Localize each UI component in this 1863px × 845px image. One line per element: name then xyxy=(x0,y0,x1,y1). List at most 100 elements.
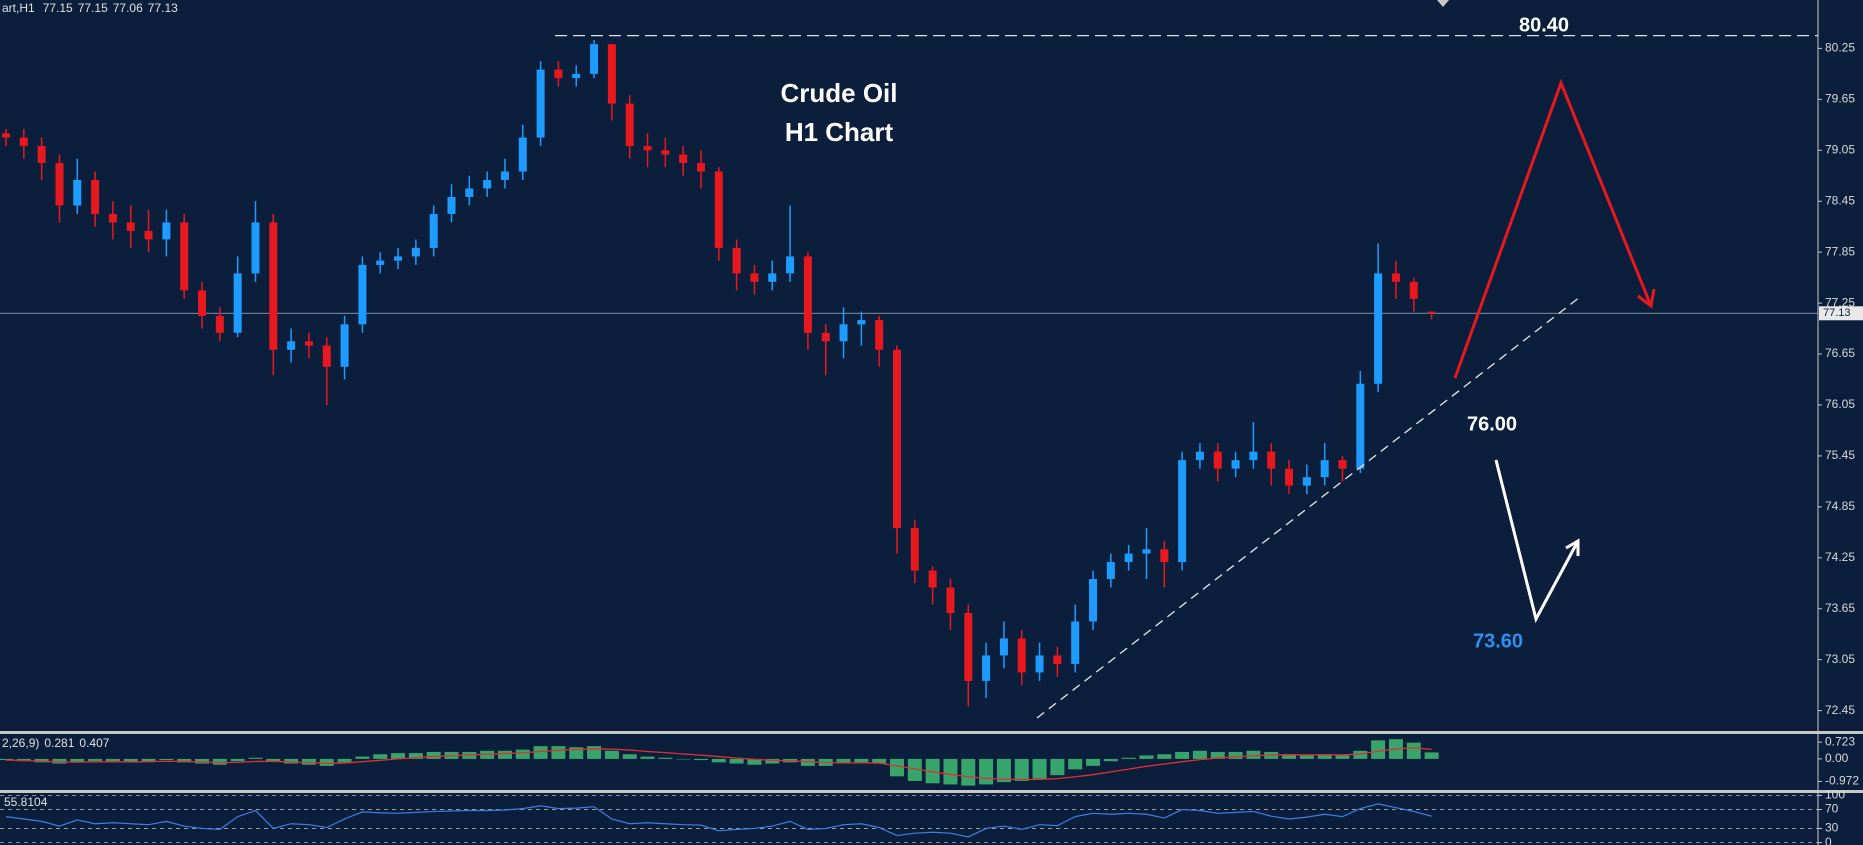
macd-bar xyxy=(658,757,673,759)
macd-bar xyxy=(105,758,120,762)
arrow-head xyxy=(1637,288,1656,309)
candle-body xyxy=(198,290,207,316)
macd-bar xyxy=(1353,750,1368,759)
macd-bar xyxy=(747,758,762,765)
candle-body xyxy=(126,222,135,231)
macd-bar xyxy=(604,750,619,759)
candle-body xyxy=(625,103,634,147)
candle-body xyxy=(394,256,403,261)
macd-label: 2,26,9) 0.281 0.407 xyxy=(2,736,110,750)
y-tick-label: 74.25 xyxy=(1825,550,1855,564)
y-tick-label: 80.25 xyxy=(1825,41,1855,55)
candle-body xyxy=(55,163,64,206)
macd-bar xyxy=(52,758,67,764)
macd-bar xyxy=(925,758,940,784)
macd-bar xyxy=(729,758,744,764)
y-tick-label: 78.45 xyxy=(1825,193,1855,207)
scenario-arrow xyxy=(1494,459,1580,624)
last-low: 77.06 xyxy=(113,1,143,15)
candle-body xyxy=(251,222,260,274)
macd-bar xyxy=(800,758,815,766)
candle-body xyxy=(1409,281,1418,299)
candle-body xyxy=(108,213,117,223)
y-tick-label: 72.45 xyxy=(1825,703,1855,717)
candle-body xyxy=(1249,451,1258,461)
macd-bar xyxy=(1068,758,1083,770)
y-tick-label: 79.05 xyxy=(1825,142,1855,156)
candle-body xyxy=(714,171,723,248)
level-label: 80.40 xyxy=(1519,14,1569,36)
macd-bar xyxy=(266,758,281,762)
candle-body xyxy=(1124,553,1133,563)
candle-body xyxy=(1320,460,1329,478)
last-high: 77.15 xyxy=(78,1,108,15)
y-tick-label: 0 xyxy=(1825,835,1832,845)
candle-body xyxy=(37,146,46,164)
macd-bar xyxy=(88,758,103,762)
candle-body xyxy=(893,349,901,529)
candle-body xyxy=(696,163,705,172)
candle-body xyxy=(643,146,652,151)
candle-body xyxy=(999,638,1008,656)
level-label: 76.00 xyxy=(1467,413,1517,435)
macd-bar xyxy=(1246,750,1261,759)
macd-bar xyxy=(640,756,655,759)
macd-bar xyxy=(1050,758,1065,776)
candle-body xyxy=(946,587,955,613)
candle-body xyxy=(839,324,848,342)
candle-body xyxy=(304,341,313,346)
candle-body xyxy=(1231,460,1240,469)
y-tick-label: 76.05 xyxy=(1825,397,1855,411)
macd-bar xyxy=(1032,758,1047,779)
macd-bar xyxy=(711,758,726,763)
candle-body xyxy=(340,324,349,367)
macd-bar xyxy=(337,758,352,763)
candle-body xyxy=(679,154,688,164)
macd-bar xyxy=(1103,758,1118,762)
candle-body xyxy=(465,188,474,197)
macd-bar xyxy=(1228,751,1243,759)
candle-body xyxy=(1195,451,1204,461)
y-tick-label: 76.65 xyxy=(1825,346,1855,360)
macd-bar xyxy=(854,758,869,763)
candle-body xyxy=(750,273,759,282)
candle-body xyxy=(661,150,670,155)
macd-bar xyxy=(1086,758,1101,766)
macd-bar xyxy=(319,758,334,766)
macd-bar xyxy=(515,749,530,759)
candle-body xyxy=(1142,549,1151,554)
macd-bar xyxy=(301,758,316,765)
macd-bar xyxy=(426,751,441,759)
macd-bar xyxy=(177,758,192,763)
candle-body xyxy=(2,133,10,138)
macd-bar xyxy=(1192,750,1207,759)
macd-bar xyxy=(890,758,904,777)
level-label: 73.60 xyxy=(1473,630,1523,652)
candle-body xyxy=(180,222,189,291)
macd-bar xyxy=(391,753,406,759)
macd-bar xyxy=(765,758,780,764)
macd-bar xyxy=(355,756,370,759)
y-tick-label: 77.85 xyxy=(1825,244,1855,258)
candle-body xyxy=(536,69,545,138)
candle-body xyxy=(607,44,616,104)
macd-bar xyxy=(1299,755,1314,759)
macd-bar xyxy=(872,758,887,764)
candle-body xyxy=(1160,549,1169,563)
signal-last: 0.407 xyxy=(79,736,109,750)
chart-subtitle: H1 Chart xyxy=(785,117,894,147)
candle-body xyxy=(857,320,866,325)
y-tick-label: 100 xyxy=(1825,788,1845,802)
candle-body xyxy=(1374,273,1383,384)
macd-bar xyxy=(836,758,851,764)
macd-bar xyxy=(533,746,548,759)
macd-bar xyxy=(1139,755,1154,759)
last-open: 77.15 xyxy=(43,1,73,15)
candle-body xyxy=(144,230,153,240)
candle-body xyxy=(1391,273,1400,282)
macd-bar xyxy=(230,758,245,762)
y-tick-label: 74.85 xyxy=(1825,499,1855,513)
candle-body xyxy=(518,137,527,172)
rsi-line xyxy=(5,803,1432,838)
